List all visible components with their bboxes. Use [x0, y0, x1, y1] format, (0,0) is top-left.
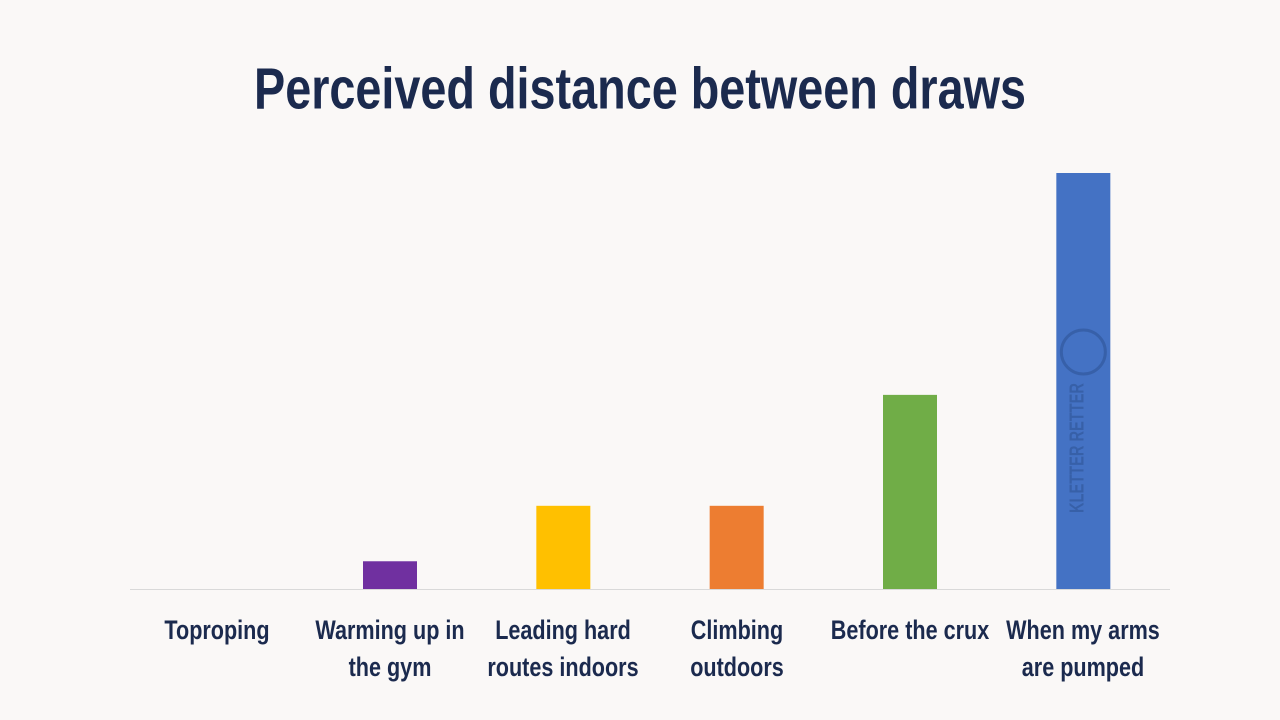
x-tick-label: Warming up in the gym — [315, 615, 465, 682]
x-tick-label: When my arms are pumped — [1006, 615, 1161, 682]
bar — [883, 394, 937, 589]
bar — [363, 561, 417, 589]
chart-title: Perceived distance between draws — [254, 56, 1026, 121]
bar — [709, 505, 764, 589]
x-tick-label: Toproping — [164, 615, 270, 645]
x-tick-label: Before the crux — [830, 615, 990, 645]
watermark: KLETTER RETTER — [1066, 383, 1088, 513]
x-tick-label: Climbing outdoors — [689, 615, 784, 682]
x-tick-label: Leading hard routes indoors — [487, 615, 639, 682]
bar — [1056, 173, 1111, 589]
bar — [536, 505, 591, 589]
watermark-logo — [1059, 328, 1107, 376]
